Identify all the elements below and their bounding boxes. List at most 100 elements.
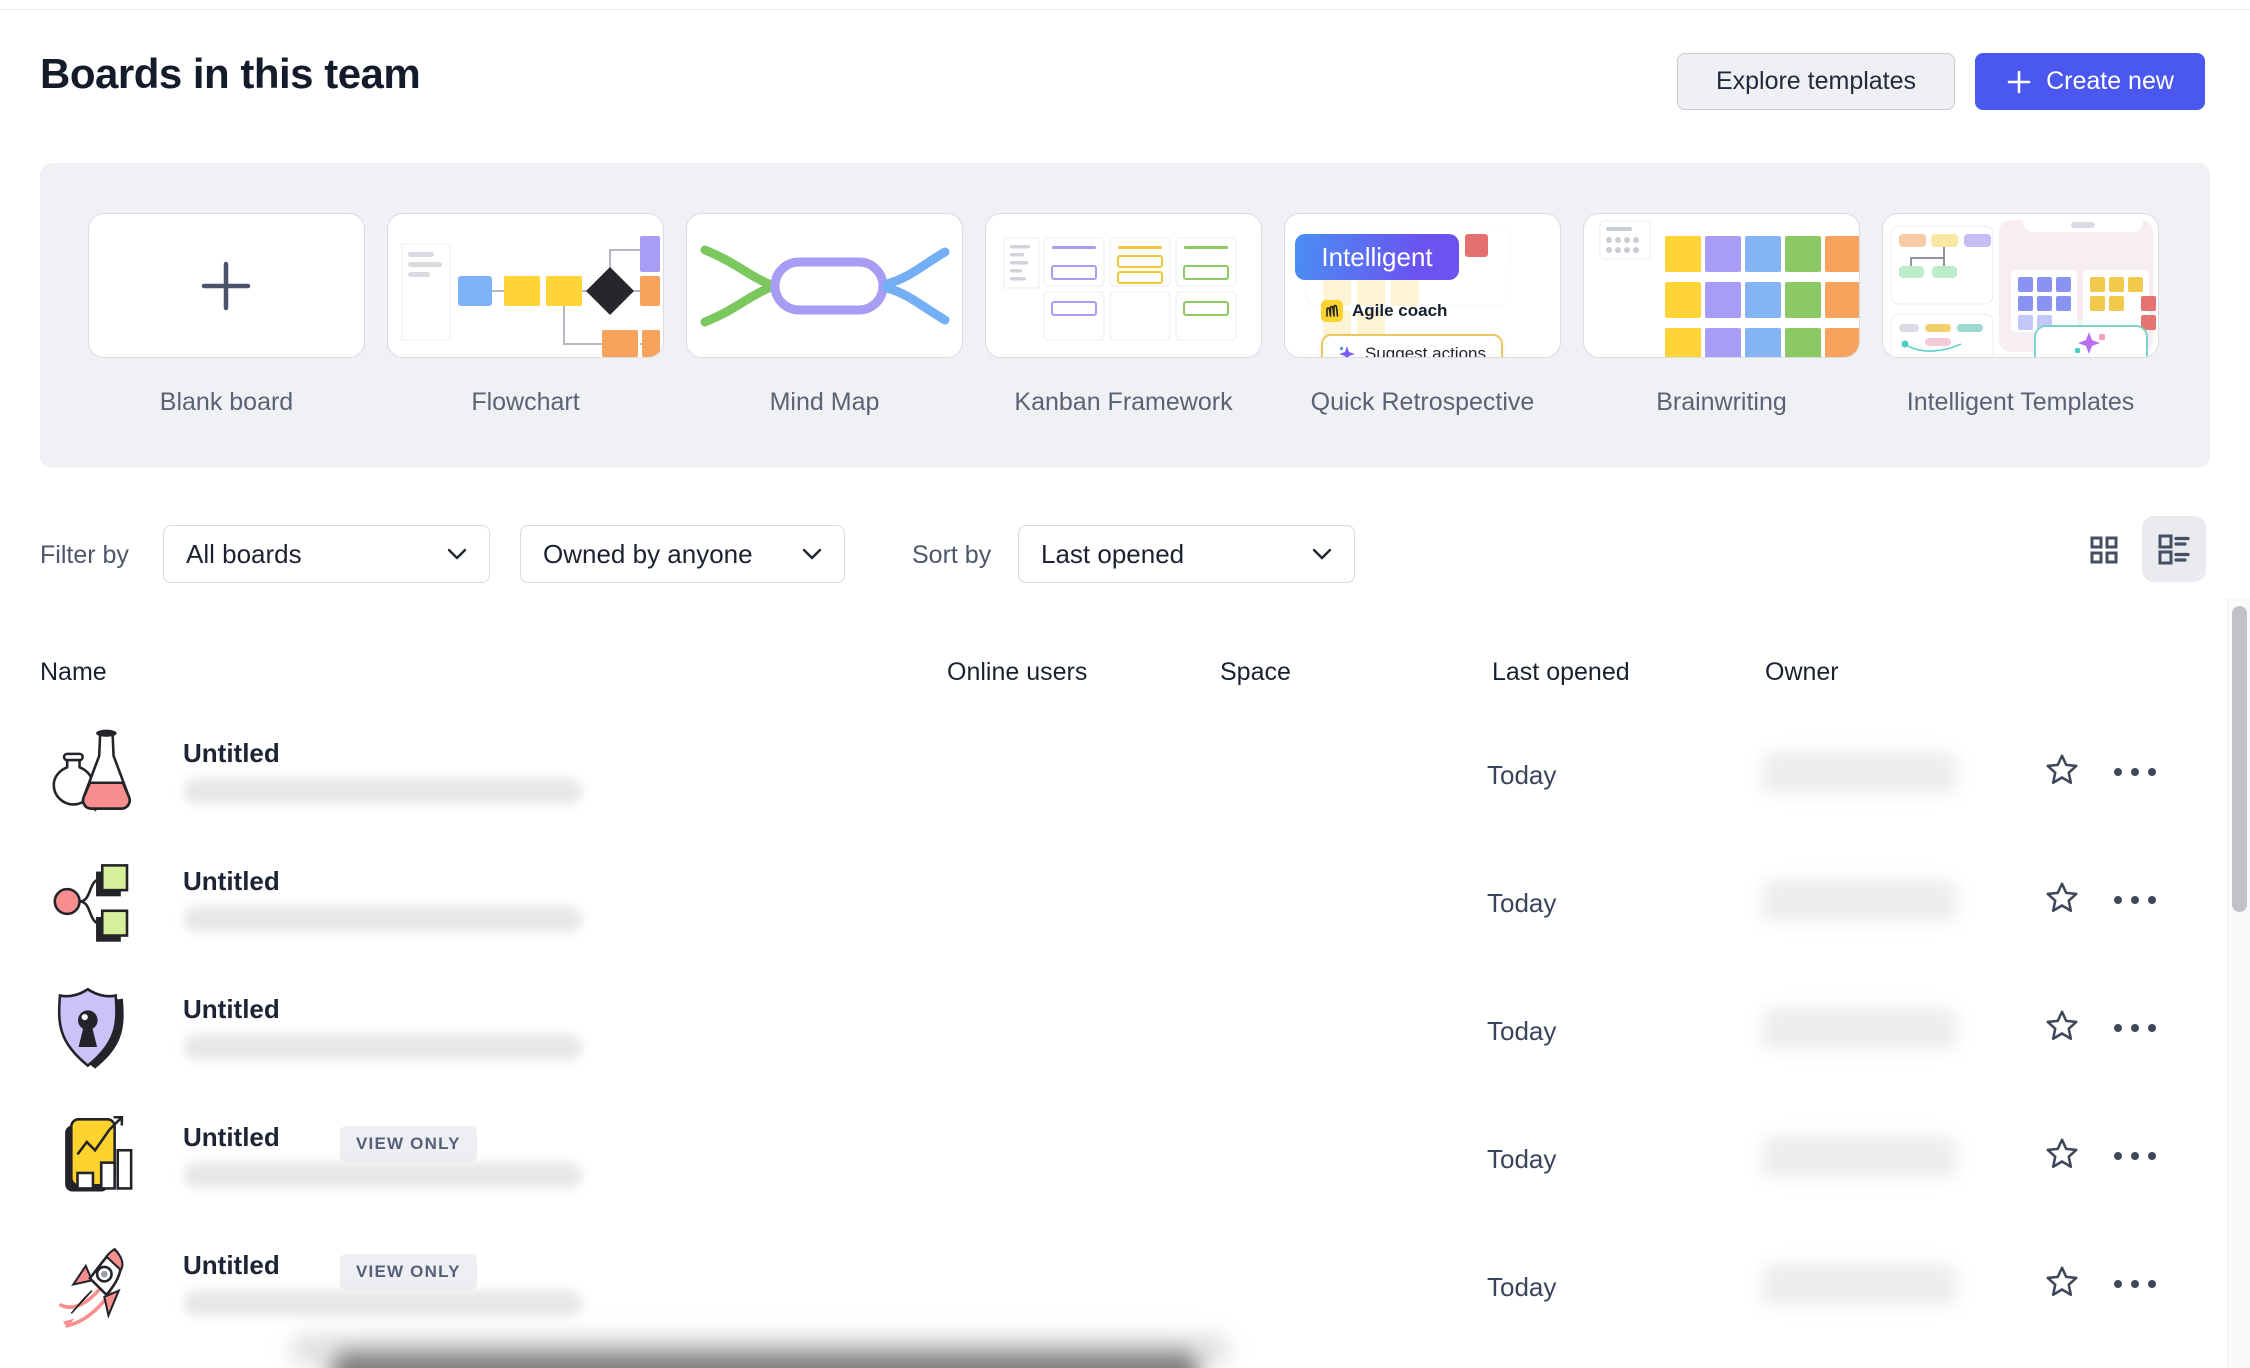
- more-options-icon[interactable]: [2110, 762, 2160, 782]
- owner-filter-value: Owned by anyone: [543, 538, 753, 569]
- board-description-blurred: [183, 1034, 583, 1060]
- column-header-last-opened: Last opened: [1492, 658, 1630, 686]
- template-label: Blank board: [159, 388, 294, 416]
- sort-dropdown[interactable]: Last opened: [1018, 525, 1355, 583]
- create-new-label: Create new: [2046, 67, 2174, 95]
- board-name[interactable]: Untitled: [183, 866, 280, 896]
- board-name[interactable]: Untitled: [183, 1122, 280, 1152]
- plus-icon: [2006, 69, 2032, 95]
- owner-name-blurred: [1762, 1264, 1957, 1306]
- scrollbar-thumb[interactable]: [2232, 606, 2247, 912]
- chevron-down-icon: [1312, 548, 1332, 560]
- kanban-preview: [986, 237, 1261, 357]
- view-only-badge: VIEW ONLY: [340, 1126, 477, 1162]
- owner-name-blurred: [1762, 1136, 1957, 1178]
- template-card-blank-board[interactable]: [88, 213, 365, 358]
- brainwriting-preview: [1584, 220, 1859, 357]
- nodes-icon: [48, 850, 140, 954]
- mindmap-preview: [687, 245, 962, 357]
- board-description-blurred: [183, 1162, 583, 1188]
- top-divider: [0, 9, 2250, 10]
- template-label: Kanban Framework: [1014, 388, 1233, 416]
- table-row[interactable]: Untitled VIEW ONLY Today: [0, 1096, 2250, 1224]
- more-options-icon[interactable]: [2110, 1146, 2160, 1166]
- agile-coach-label: Agile coach: [1352, 301, 1448, 320]
- shield-icon: [48, 978, 140, 1082]
- template-label: Intelligent Templates: [1906, 388, 2135, 416]
- last-opened-value: Today: [1487, 1016, 1557, 1046]
- star-icon[interactable]: [2040, 1004, 2084, 1048]
- table-row[interactable]: Untitled VIEW ONLY Today: [0, 1224, 2250, 1352]
- last-opened-value: Today: [1487, 888, 1557, 918]
- bottom-overlay-blur-dark: [330, 1352, 1200, 1368]
- rocket-icon: [48, 1234, 140, 1338]
- explore-templates-button[interactable]: Explore templates: [1677, 53, 1955, 110]
- template-card-kanban[interactable]: [985, 213, 1262, 358]
- boards-filter-value: All boards: [186, 538, 302, 569]
- owner-filter-dropdown[interactable]: Owned by anyone: [520, 525, 845, 583]
- grid-view-icon: [2089, 535, 2119, 565]
- column-header-name: Name: [40, 658, 107, 686]
- column-header-online-users: Online users: [947, 658, 1088, 686]
- sort-value: Last opened: [1041, 538, 1185, 569]
- view-only-badge: VIEW ONLY: [340, 1254, 477, 1290]
- flowchart-preview: [388, 236, 663, 357]
- create-new-button[interactable]: Create new: [1975, 53, 2205, 110]
- more-options-icon[interactable]: [2110, 890, 2160, 910]
- list-view-toggle[interactable]: [2142, 516, 2206, 582]
- star-icon[interactable]: [2040, 1260, 2084, 1304]
- owner-name-blurred: [1762, 752, 1957, 794]
- table-row[interactable]: Untitled Today: [0, 712, 2250, 840]
- suggest-actions-label: Suggest actions: [1365, 344, 1486, 358]
- templates-panel: Intelligent Agile coach Suggest actions: [40, 163, 2210, 468]
- star-icon[interactable]: [2040, 1132, 2084, 1176]
- template-label: Quick Retrospective: [1310, 388, 1535, 416]
- flask-icon: [48, 722, 140, 826]
- intelligent-templates-preview: [1883, 214, 2158, 357]
- grid-view-toggle[interactable]: [2086, 532, 2122, 568]
- last-opened-value: Today: [1487, 760, 1557, 790]
- agile-coach-row: Agile coach: [1321, 300, 1447, 322]
- sparkle-icon: [1338, 345, 1356, 357]
- intelligent-badge: Intelligent: [1295, 234, 1459, 280]
- template-card-flowchart[interactable]: [387, 213, 664, 358]
- template-card-retrospective[interactable]: Intelligent Agile coach Suggest actions: [1284, 213, 1561, 358]
- column-header-space: Space: [1220, 658, 1291, 686]
- last-opened-value: Today: [1487, 1144, 1557, 1174]
- chevron-down-icon: [802, 548, 822, 560]
- board-description-blurred: [183, 1290, 583, 1316]
- boards-filter-dropdown[interactable]: All boards: [163, 525, 490, 583]
- star-icon[interactable]: [2040, 748, 2084, 792]
- template-card-brainwriting[interactable]: [1583, 213, 1860, 358]
- board-name[interactable]: Untitled: [183, 738, 280, 768]
- board-description-blurred: [183, 778, 583, 804]
- chevron-down-icon: [447, 548, 467, 560]
- sort-by-label: Sort by: [912, 541, 992, 569]
- template-card-mind-map[interactable]: [686, 213, 963, 358]
- plus-icon: [89, 261, 364, 357]
- board-name[interactable]: Untitled: [183, 1250, 280, 1280]
- list-view-icon: [2157, 532, 2191, 566]
- scrollbar-track[interactable]: [2227, 598, 2250, 1368]
- retro-red-note: [1465, 234, 1488, 257]
- chart-icon: [48, 1106, 140, 1210]
- filter-by-label: Filter by: [40, 541, 129, 569]
- board-description-blurred: [183, 906, 583, 932]
- template-label: Brainwriting: [1656, 388, 1787, 416]
- table-row[interactable]: Untitled Today: [0, 840, 2250, 968]
- star-icon[interactable]: [2040, 876, 2084, 920]
- page-title: Boards in this team: [40, 50, 421, 97]
- owner-name-blurred: [1762, 1008, 1957, 1050]
- template-label: Mind Map: [769, 388, 880, 416]
- template-label: Flowchart: [471, 388, 580, 416]
- more-options-icon[interactable]: [2110, 1274, 2160, 1294]
- suggest-actions-button[interactable]: Suggest actions: [1321, 334, 1503, 358]
- last-opened-value: Today: [1487, 1272, 1557, 1302]
- template-card-intelligent-templates[interactable]: [1882, 213, 2159, 358]
- table-row[interactable]: Untitled Today: [0, 968, 2250, 1096]
- column-header-owner: Owner: [1765, 658, 1839, 686]
- board-name[interactable]: Untitled: [183, 994, 280, 1024]
- owner-name-blurred: [1762, 880, 1957, 922]
- more-options-icon[interactable]: [2110, 1018, 2160, 1038]
